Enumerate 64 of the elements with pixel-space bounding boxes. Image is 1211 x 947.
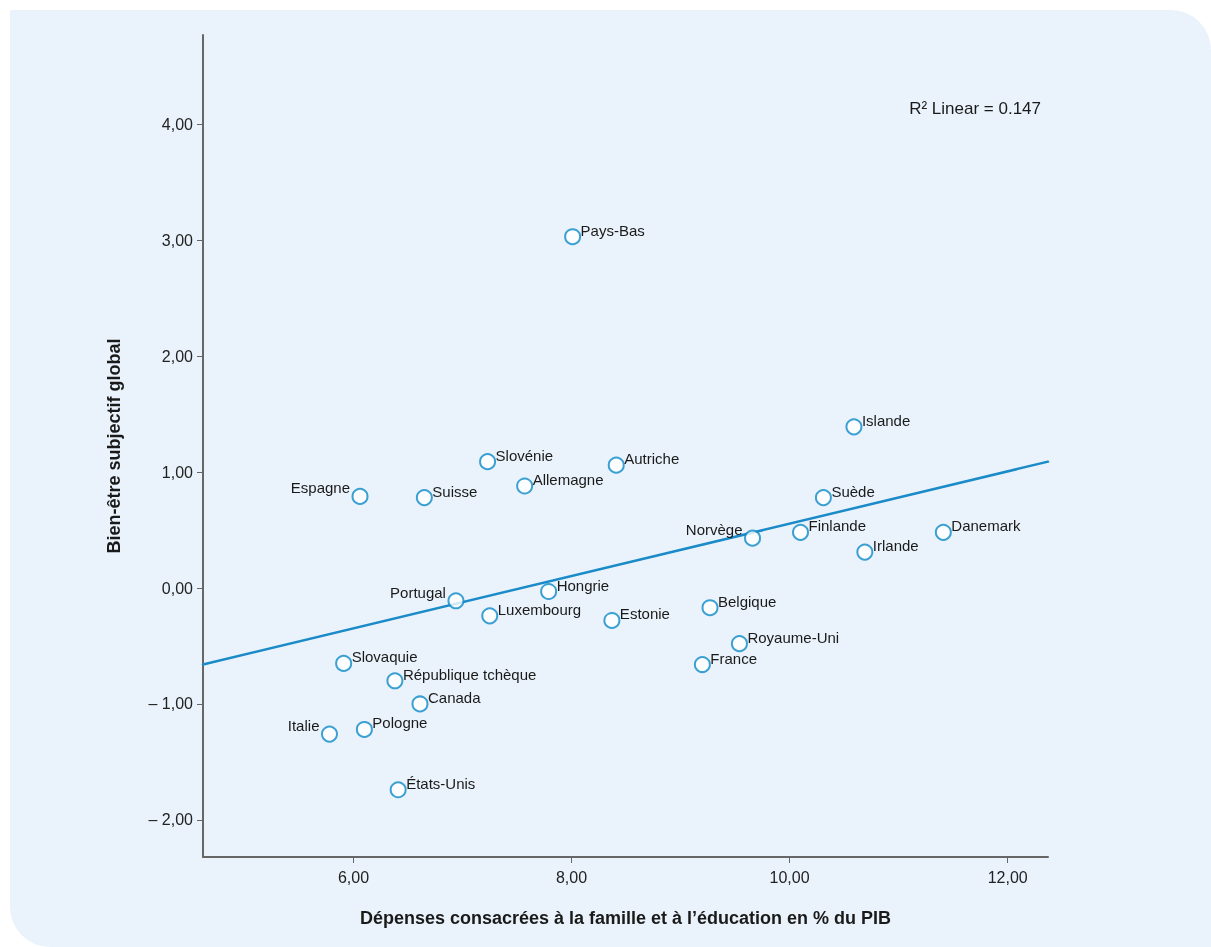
point [389,781,407,799]
point [693,656,711,674]
annotation: R² Linear = 0.147 [909,99,1042,118]
x-tick-label: 12,00 [987,868,1028,886]
x-tick-label: 6,00 [337,868,370,886]
point [481,607,499,625]
annotation: Allemagne [532,471,604,488]
point [335,654,353,672]
y-tick-label: 1,00 [161,463,194,481]
annotation: Suisse [432,482,478,500]
point [355,720,373,738]
y-tick-label: 2,00 [161,347,194,365]
annotation: Estonie [619,605,670,623]
y-tick-label: 4,00 [161,115,194,133]
annotation: Danemark [951,517,1022,535]
annotation: France [710,649,758,667]
annotation: Hongrie [556,576,610,594]
annotation: Suède [831,482,875,500]
annotation: Royaume-Uni [747,628,840,646]
annotation: États-Unis [406,774,476,792]
annotation: Italie [287,717,320,735]
point [351,487,369,505]
annotation: Irlande [872,537,919,555]
annotation: Canada [427,688,482,706]
point [934,523,952,541]
point [540,583,558,600]
y-tick-label: – 1,00 [148,695,194,713]
point [516,477,534,495]
annotation: Autriche [624,450,680,468]
y-axis-title: Bien-être subjectif global [104,338,124,554]
annotation: Espagne [290,479,351,497]
y-tick-label: – 2,00 [148,811,194,829]
x-tick-label: 10,00 [769,868,810,886]
point [845,418,863,436]
annotation: Pays-Bas [580,221,645,239]
point [415,489,433,507]
point [479,453,497,471]
annotation: République tchèque [402,665,537,683]
annotation: Luxembourg [497,600,582,618]
point [603,611,621,629]
point [701,599,719,617]
point [792,523,809,541]
annotation: Belgique [718,592,777,610]
x-tick-label: 8,00 [555,868,588,886]
point [447,592,465,610]
y-tick-label: 3,00 [161,231,194,249]
annotation: Pologne [372,714,428,732]
point [564,228,582,246]
point [411,695,429,713]
point [386,672,404,690]
point [607,456,625,474]
point [320,725,338,743]
annotation: Portugal [390,583,446,601]
x-axis-title: Dépenses consacrées à la famille et à l’éducation en % du PIB [359,908,892,928]
annotation: Islande [861,411,911,429]
point [730,635,748,653]
annotation: Finlande [808,517,867,535]
annotation: Slovaquie [351,648,418,666]
point [744,529,762,547]
annotation: Norvège [685,521,743,539]
point [856,543,874,561]
point [814,489,832,507]
annotation: Slovénie [495,446,554,464]
y-tick-label: 0,00 [161,579,194,597]
